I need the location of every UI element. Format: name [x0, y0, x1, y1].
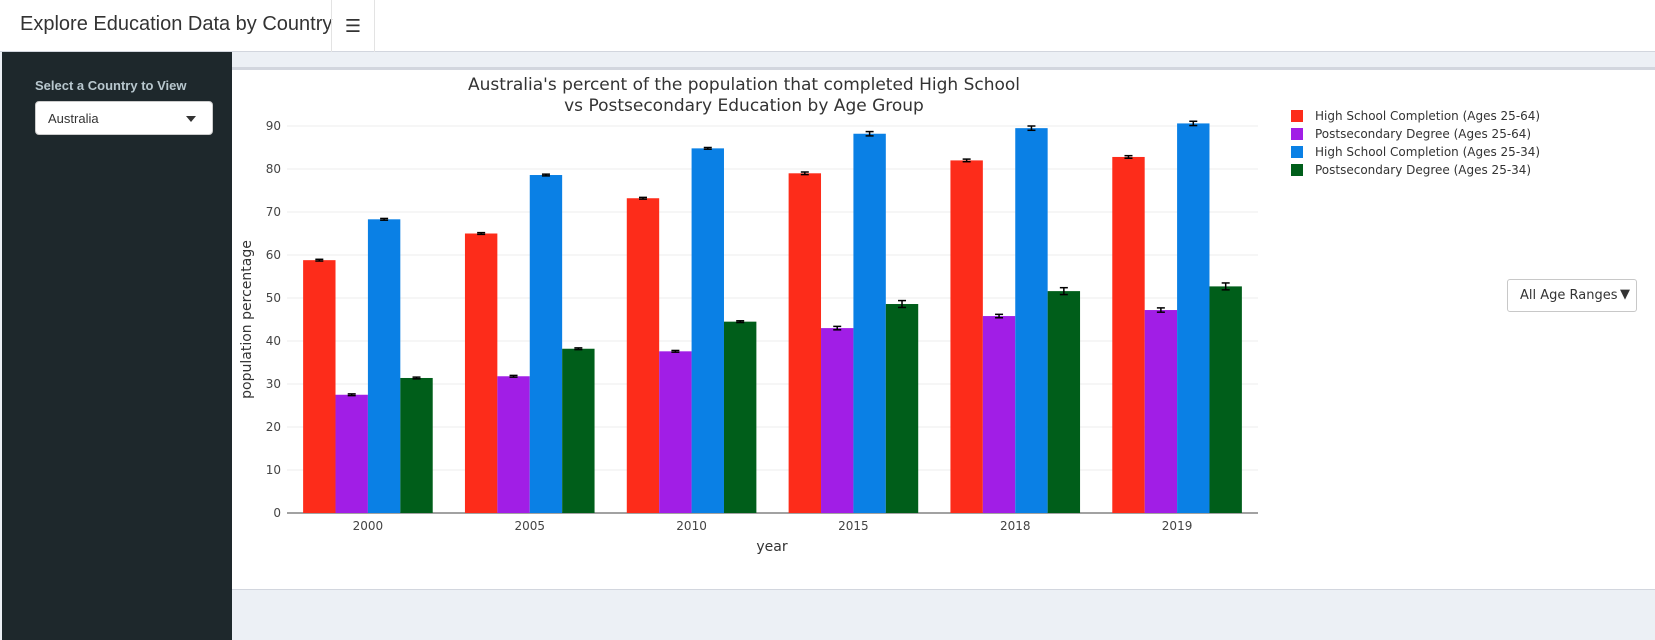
y-tick-label: 0: [273, 506, 281, 520]
chart-title: Australia's percent of the population th…: [468, 75, 1020, 95]
country-select-value: Australia: [48, 111, 99, 126]
bar: [367, 219, 401, 513]
bar: [1047, 291, 1081, 513]
y-tick-label: 40: [266, 334, 281, 348]
x-axis-label: year: [756, 539, 787, 555]
bar: [1112, 156, 1145, 513]
chart-subtitle: vs Postsecondary Education by Age Group: [564, 96, 924, 116]
caret-down-icon: ▼: [1620, 287, 1630, 302]
y-tick-label: 80: [266, 162, 281, 176]
bar: [1177, 123, 1210, 514]
hamburger-icon: ☰: [344, 15, 362, 37]
age-range-select-value: All Age Ranges: [1520, 288, 1618, 303]
country-select[interactable]: Australia: [35, 101, 213, 135]
legend-label: High School Completion (Ages 25-64): [1315, 109, 1540, 123]
x-tick-label: 2019: [1162, 519, 1193, 533]
bar: [529, 175, 563, 513]
bar: [788, 173, 822, 514]
sidebar-toggle-button[interactable]: ☰: [331, 0, 375, 52]
bar: [950, 160, 983, 513]
legend-swatch: [1291, 164, 1303, 176]
country-select-label: Select a Country to View: [35, 78, 187, 93]
y-tick-label: 70: [266, 205, 281, 219]
x-tick-label: 2000: [353, 519, 384, 533]
legend-label: High School Completion (Ages 25-34): [1315, 145, 1540, 159]
bar: [691, 148, 724, 514]
bar: [821, 328, 854, 513]
legend-label: Postsecondary Degree (Ages 25-34): [1315, 163, 1531, 177]
bar: [335, 394, 368, 513]
x-tick-label: 2005: [514, 519, 545, 533]
y-tick-label: 20: [266, 420, 281, 434]
app-title: Explore Education Data by Country: [20, 13, 333, 35]
caret-down-icon: [186, 116, 196, 122]
y-tick-label: 50: [266, 291, 281, 305]
sidebar: Select a Country to View Australia: [2, 52, 232, 640]
x-tick-label: 2018: [1000, 519, 1031, 533]
bar: [853, 133, 886, 514]
bar: [562, 348, 595, 513]
y-tick-label: 60: [266, 248, 281, 262]
bar: [885, 304, 919, 513]
bar: [497, 376, 530, 513]
bar: [1144, 310, 1178, 513]
bar: [1209, 286, 1242, 513]
y-tick-label: 10: [266, 463, 281, 477]
bar: [723, 321, 757, 513]
legend-label: Postsecondary Degree (Ages 25-64): [1315, 127, 1531, 141]
x-tick-label: 2015: [838, 519, 869, 533]
bar: [1015, 128, 1048, 513]
legend-swatch: [1291, 146, 1303, 158]
bar: [659, 351, 692, 513]
x-tick-label: 2010: [676, 519, 707, 533]
y-tick-label: 90: [266, 119, 281, 133]
bar-chart: Australia's percent of the population th…: [239, 75, 1540, 555]
bar: [464, 233, 498, 513]
bar: [303, 260, 336, 513]
chart-panel: Australia's percent of the population th…: [232, 67, 1655, 590]
bar: [982, 316, 1016, 513]
age-range-select[interactable]: All Age Ranges ▼: [1507, 279, 1637, 312]
y-axis-label: population percentage: [239, 240, 255, 399]
y-tick-label: 30: [266, 377, 281, 391]
bar: [400, 377, 433, 513]
app-header: Explore Education Data by Country ☰: [0, 0, 1655, 52]
legend-swatch: [1291, 110, 1303, 122]
bar: [626, 198, 660, 514]
legend-swatch: [1291, 128, 1303, 140]
